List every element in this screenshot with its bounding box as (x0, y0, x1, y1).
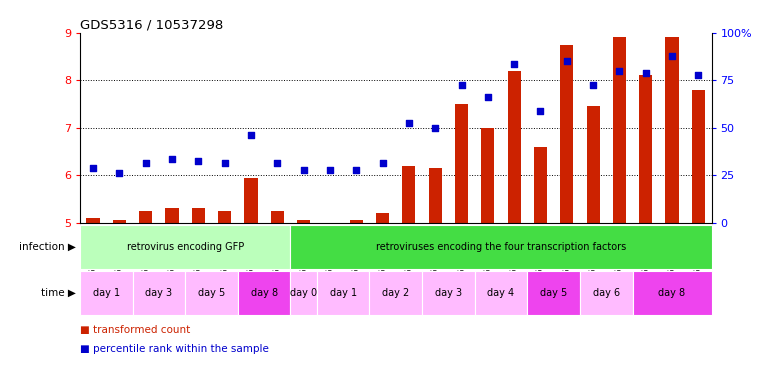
Text: day 3: day 3 (435, 288, 462, 298)
Point (87, 165, 99, 171)
Bar (613, 37, 626, 223)
Text: day 4: day 4 (488, 288, 514, 298)
Text: day 5: day 5 (198, 288, 225, 298)
Point (613, 68, 626, 74)
Text: day 8: day 8 (250, 288, 278, 298)
Point (166, 156, 178, 162)
Text: day 1: day 1 (93, 288, 119, 298)
Text: infection ▶: infection ▶ (19, 242, 76, 252)
Text: day 2: day 2 (382, 288, 409, 298)
Point (113, 170, 126, 176)
Text: day 8: day 8 (658, 288, 686, 298)
Text: time ▶: time ▶ (41, 288, 76, 298)
Bar (113, 220, 126, 223)
Bar (376, 213, 389, 223)
Bar (403, 166, 416, 223)
Bar (165, 209, 179, 223)
Text: retrovirus encoding GFP: retrovirus encoding GFP (126, 242, 244, 252)
Point (534, 108, 546, 114)
Text: day 5: day 5 (540, 288, 567, 298)
Bar (428, 168, 442, 223)
Bar (534, 147, 547, 223)
Text: day 6: day 6 (593, 288, 619, 298)
Point (350, 167, 362, 174)
Text: ■ transformed count: ■ transformed count (80, 325, 190, 335)
Bar (297, 220, 310, 223)
Bar (271, 211, 284, 223)
Text: day 3: day 3 (145, 288, 173, 298)
Point (455, 82, 467, 88)
Point (218, 160, 231, 166)
Bar (455, 104, 468, 223)
Point (271, 160, 283, 166)
Text: day 0: day 0 (290, 288, 317, 298)
Point (193, 158, 205, 164)
Bar (244, 177, 257, 223)
Point (666, 53, 678, 60)
Point (403, 120, 415, 126)
Point (508, 60, 521, 66)
Bar (139, 211, 152, 223)
Point (324, 167, 336, 174)
Text: day 1: day 1 (330, 288, 357, 298)
Bar (665, 37, 679, 223)
Point (298, 167, 310, 174)
Point (482, 94, 494, 100)
Bar (349, 220, 363, 223)
Bar (587, 106, 600, 223)
Bar (87, 218, 100, 223)
Point (587, 82, 599, 88)
Point (561, 58, 573, 64)
Bar (639, 75, 652, 223)
Point (139, 160, 151, 166)
Text: GDS5316 / 10537298: GDS5316 / 10537298 (80, 18, 223, 31)
Bar (192, 209, 205, 223)
Point (693, 72, 705, 78)
Point (640, 70, 652, 76)
Bar (692, 90, 705, 223)
Bar (481, 127, 495, 223)
Bar (218, 211, 231, 223)
Point (377, 160, 389, 166)
Text: ■ percentile rank within the sample: ■ percentile rank within the sample (80, 344, 269, 354)
Point (245, 132, 257, 138)
Text: retroviruses encoding the four transcription factors: retroviruses encoding the four transcrip… (376, 242, 626, 252)
Point (429, 124, 441, 131)
Bar (508, 71, 521, 223)
Bar (560, 45, 573, 223)
